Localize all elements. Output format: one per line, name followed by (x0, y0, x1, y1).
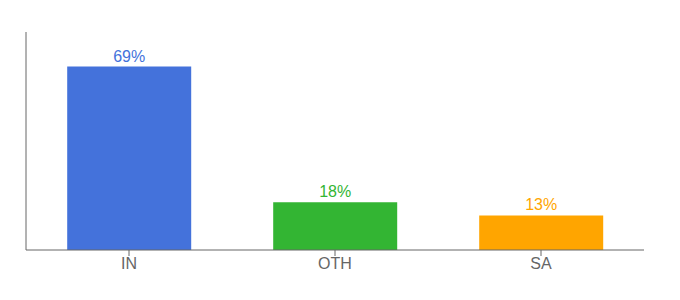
svg-text:OTH: OTH (318, 255, 352, 272)
svg-text:IN: IN (121, 255, 137, 272)
svg-text:18%: 18% (319, 183, 351, 200)
svg-text:SA: SA (530, 255, 552, 272)
svg-text:13%: 13% (525, 196, 557, 213)
svg-text:69%: 69% (113, 48, 145, 65)
